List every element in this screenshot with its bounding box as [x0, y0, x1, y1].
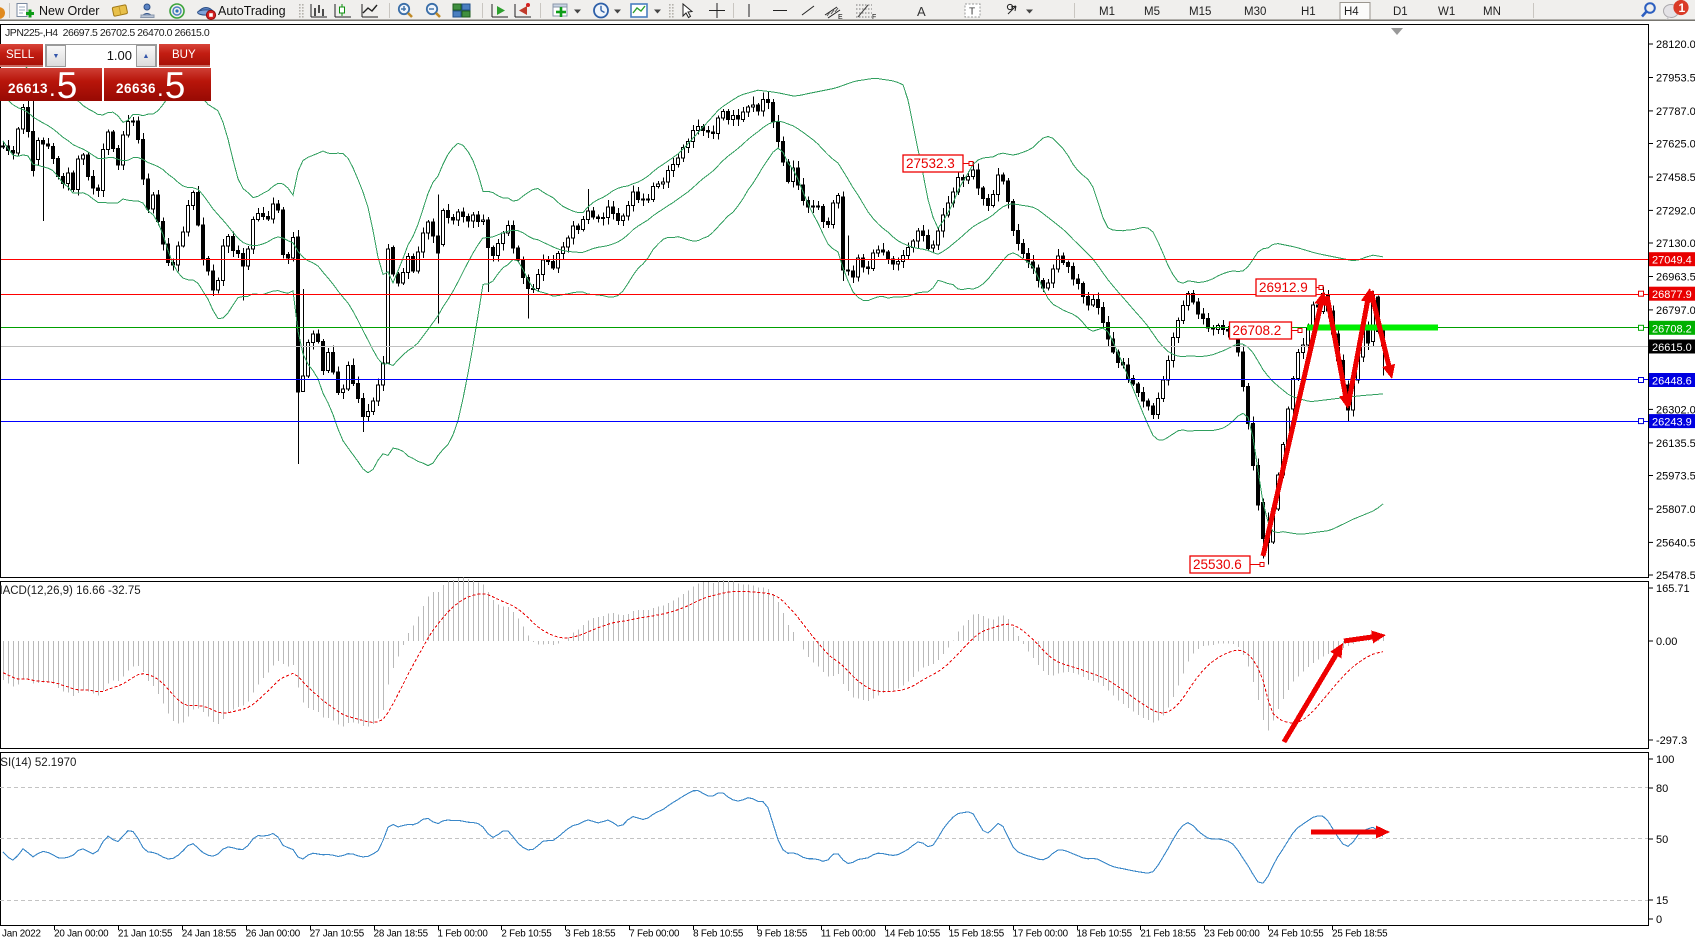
svg-text:3 Feb 18:55: 3 Feb 18:55: [565, 929, 616, 940]
svg-text:AutoTrading: AutoTrading: [218, 4, 286, 18]
svg-text:RSI(14) 52.1970: RSI(14) 52.1970: [0, 757, 76, 769]
svg-text:25640.5: 25640.5: [1656, 537, 1695, 549]
svg-text:27953.5: 27953.5: [1656, 73, 1695, 85]
svg-text:1 Feb 00:00: 1 Feb 00:00: [438, 929, 489, 940]
svg-text:0: 0: [1656, 914, 1662, 926]
svg-text:M15: M15: [1189, 6, 1211, 18]
svg-text:27130.0: 27130.0: [1656, 238, 1695, 250]
svg-text:50: 50: [1656, 834, 1668, 846]
svg-text:26912.9: 26912.9: [1259, 280, 1308, 295]
svg-text:26797.0: 26797.0: [1656, 305, 1695, 317]
svg-text:26302.0: 26302.0: [1656, 404, 1695, 416]
svg-text:26 Jan 00:00: 26 Jan 00:00: [246, 929, 301, 940]
svg-text:25973.5: 25973.5: [1656, 471, 1695, 483]
svg-text:25478.5: 25478.5: [1656, 570, 1695, 582]
svg-text:23 Feb 00:00: 23 Feb 00:00: [1204, 929, 1260, 940]
svg-text:20 Jan 00:00: 20 Jan 00:00: [54, 929, 109, 940]
svg-text:27049.4: 27049.4: [1652, 255, 1692, 267]
svg-text:H4: H4: [1344, 6, 1359, 18]
svg-text:A: A: [917, 4, 926, 19]
svg-text:25807.0: 25807.0: [1656, 504, 1695, 516]
svg-text:T: T: [969, 7, 975, 18]
svg-text:MN: MN: [1483, 6, 1501, 18]
svg-text:26448.6: 26448.6: [1652, 376, 1692, 388]
svg-text:18 Feb 10:55: 18 Feb 10:55: [1077, 929, 1133, 940]
svg-text:17 Feb 00:00: 17 Feb 00:00: [1013, 929, 1069, 940]
svg-text:15: 15: [1656, 895, 1668, 907]
svg-text:15 Feb 18:55: 15 Feb 18:55: [949, 929, 1005, 940]
svg-text:MACD(12,26,9) 16.66 -32.75: MACD(12,26,9) 16.66 -32.75: [0, 585, 141, 597]
svg-text:26243.9: 26243.9: [1652, 417, 1692, 429]
svg-text:27 Jan 10:55: 27 Jan 10:55: [310, 929, 365, 940]
svg-text:D1: D1: [1393, 6, 1408, 18]
svg-text:26135.5: 26135.5: [1656, 438, 1695, 450]
svg-text:9 Feb 18:55: 9 Feb 18:55: [757, 929, 808, 940]
svg-text:28 Jan 18:55: 28 Jan 18:55: [374, 929, 429, 940]
svg-text:26963.5: 26963.5: [1656, 272, 1695, 284]
svg-text:26708.2: 26708.2: [1233, 323, 1282, 338]
svg-text:F: F: [872, 14, 876, 21]
svg-text:-297.3: -297.3: [1656, 735, 1687, 747]
svg-text:21 Jan 10:55: 21 Jan 10:55: [118, 929, 173, 940]
svg-text:2 Feb 10:55: 2 Feb 10:55: [501, 929, 552, 940]
svg-text:7 Feb 00:00: 7 Feb 00:00: [629, 929, 680, 940]
svg-text:26708.2: 26708.2: [1652, 323, 1692, 335]
svg-text:25530.6: 25530.6: [1193, 557, 1242, 572]
svg-text:27292.0: 27292.0: [1656, 205, 1695, 217]
svg-text:M5: M5: [1144, 6, 1160, 18]
svg-text:Jan 2022: Jan 2022: [2, 929, 41, 940]
svg-text:25 Feb 18:55: 25 Feb 18:55: [1332, 929, 1388, 940]
svg-text:E: E: [838, 14, 843, 21]
svg-text:M1: M1: [1099, 6, 1115, 18]
svg-text:27532.3: 27532.3: [906, 156, 955, 171]
svg-text:8 Feb 10:55: 8 Feb 10:55: [693, 929, 744, 940]
svg-text:W1: W1: [1438, 6, 1455, 18]
svg-text:14 Feb 10:55: 14 Feb 10:55: [885, 929, 941, 940]
svg-text:1: 1: [1679, 1, 1686, 15]
svg-text:165.71: 165.71: [1656, 583, 1690, 595]
svg-text:JPN225-,H4 26697.5 26702.5 26: JPN225-,H4 26697.5 26702.5 26470.0 26615…: [5, 27, 210, 39]
svg-text:New Order: New Order: [39, 4, 99, 18]
svg-text:26877.9: 26877.9: [1652, 289, 1692, 301]
svg-text:24 Jan 18:55: 24 Jan 18:55: [182, 929, 237, 940]
svg-text:24 Feb 10:55: 24 Feb 10:55: [1268, 929, 1324, 940]
svg-text:21 Feb 18:55: 21 Feb 18:55: [1140, 929, 1196, 940]
svg-text:27625.0: 27625.0: [1656, 139, 1695, 151]
svg-text:0.00: 0.00: [1656, 636, 1677, 648]
svg-text:28120.0: 28120.0: [1656, 39, 1695, 51]
svg-text:27458.5: 27458.5: [1656, 172, 1695, 184]
svg-text:H1: H1: [1301, 6, 1316, 18]
svg-text:100: 100: [1656, 754, 1674, 766]
svg-text:M30: M30: [1244, 6, 1266, 18]
svg-text:11 Feb 00:00: 11 Feb 00:00: [821, 929, 876, 940]
svg-text:27787.0: 27787.0: [1656, 106, 1695, 118]
svg-text:26615.0: 26615.0: [1652, 342, 1692, 354]
svg-text:80: 80: [1656, 783, 1668, 795]
